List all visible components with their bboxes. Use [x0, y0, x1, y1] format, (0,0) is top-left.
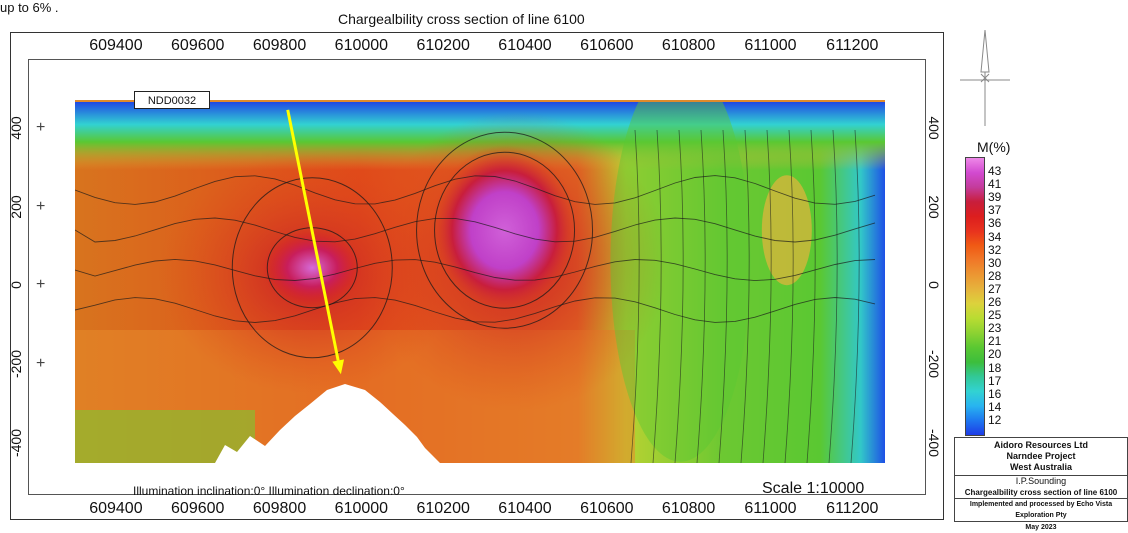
contour-line-east: [674, 129, 684, 463]
chargeability-anomaly: [262, 229, 363, 306]
colorbar-label: 32: [988, 242, 1002, 257]
tb-section: Chargealbility cross section of line 610…: [964, 488, 1118, 497]
contour-line: [75, 297, 876, 323]
x-tick-top: 609600: [171, 37, 225, 54]
north-arrow-icon: [960, 29, 1010, 126]
colorbar-label: 20: [988, 347, 1002, 362]
x-tick-bottom: 610200: [416, 500, 470, 517]
tb-project: Narndee Project: [1006, 451, 1076, 461]
contour-line-east: [806, 129, 816, 463]
colorbar-label: 16: [988, 386, 1002, 401]
colorbar-label: 25: [988, 308, 1002, 323]
x-tick-bottom: 610400: [498, 500, 552, 517]
anomaly-contour: [434, 151, 576, 309]
x-tick-bottom: 610800: [661, 500, 716, 517]
drillhole-arrow-head: [332, 359, 345, 375]
tb-region: West Australia: [1009, 462, 1073, 472]
x-tick-top: 611200: [826, 37, 879, 54]
contour-line-east: [718, 129, 728, 463]
x-tick-top: 609400: [89, 37, 143, 54]
x-tick-bottom: 610600: [580, 500, 634, 517]
colorbar-label: 23: [988, 321, 1002, 336]
y-tick-mark: +: [36, 276, 46, 294]
tb-company: Aidoro Resources Ltd: [993, 440, 1088, 450]
colorbar-label: 41: [988, 177, 1002, 192]
contour-line-east: [762, 129, 772, 463]
no-data-zone: [215, 384, 440, 463]
chargeability-section: [75, 100, 885, 463]
drillhole-overlay: [286, 109, 345, 375]
colorbar-label: 17: [988, 373, 1002, 388]
high-east-anomaly: [761, 175, 812, 286]
contour-line-east: [652, 129, 662, 463]
x-tick-bottom: 609800: [252, 500, 307, 517]
colorbar-label: 14: [988, 399, 1002, 414]
top-caption: up to 6% .: [0, 0, 59, 15]
colorbar-label: 18: [988, 360, 1002, 375]
x-tick-bottom: 610000: [334, 500, 389, 517]
tb-method: I.P.Sounding: [955, 475, 1127, 487]
colorbar-label: 36: [988, 216, 1002, 231]
contour-line-east: [828, 129, 838, 463]
colorbar-label: 30: [988, 255, 1002, 270]
x-tick-top: 610000: [334, 37, 389, 54]
x-tick-top: 610600: [580, 37, 634, 54]
illumination-text: Illumination inclination:0° Illumination…: [133, 484, 405, 498]
y-tick-mark: +: [36, 118, 46, 136]
tb-processor: Implemented and processed by Echo Vista …: [955, 498, 1127, 521]
contour-line-east: [696, 129, 706, 463]
anomaly-contour: [231, 177, 393, 359]
contour-line: [75, 175, 876, 205]
colorbar-label: 21: [988, 334, 1002, 349]
x-tick-top: 609800: [252, 37, 307, 54]
drillhole-label: NDD0032: [134, 91, 210, 109]
x-tick-top: 610200: [416, 37, 470, 54]
colorbar-label: 26: [988, 295, 1002, 309]
green-zone-east: [610, 100, 751, 462]
contour-line-east: [850, 129, 860, 463]
contour-line: [75, 258, 876, 282]
y-tick-mark: +: [36, 355, 46, 373]
y-tick-mark: +: [36, 197, 46, 215]
colorbar-title: M(%): [977, 139, 1011, 155]
title-block: Aidoro Resources Ltd Narndee Project Wes…: [954, 437, 1128, 531]
x-tick-bottom: 611000: [744, 500, 797, 517]
x-tick-top: 611000: [744, 37, 797, 54]
contour-line-east: [784, 129, 794, 463]
x-tick-bottom: 609600: [171, 500, 225, 517]
x-tick-bottom: 611200: [826, 500, 879, 517]
colorbar-label: 27: [988, 281, 1002, 296]
colorbar-label: 34: [988, 229, 1002, 244]
scale-text: Scale 1:10000: [762, 480, 865, 497]
contour-line: [75, 217, 876, 243]
anomaly-contour: [416, 131, 594, 329]
colorbar-label: 28: [988, 268, 1002, 283]
contour-line-east: [630, 129, 640, 463]
colorbar-label: 37: [988, 203, 1002, 218]
chart-title: Chargealbility cross section of line 610…: [338, 11, 585, 27]
colorbar-label: 43: [988, 164, 1002, 178]
colorbar-label: 12: [988, 412, 1002, 427]
plot-inner-frame: [28, 59, 926, 495]
colorbar-label: 39: [988, 190, 1002, 205]
contour-line-east: [740, 129, 750, 463]
x-tick-bottom: 609400: [89, 500, 143, 517]
tb-date: May 2023: [955, 521, 1127, 533]
x-tick-top: 610400: [498, 37, 552, 54]
x-tick-top: 610800: [661, 37, 716, 54]
colorbar: [965, 157, 985, 436]
drillhole-trace: [286, 109, 340, 361]
